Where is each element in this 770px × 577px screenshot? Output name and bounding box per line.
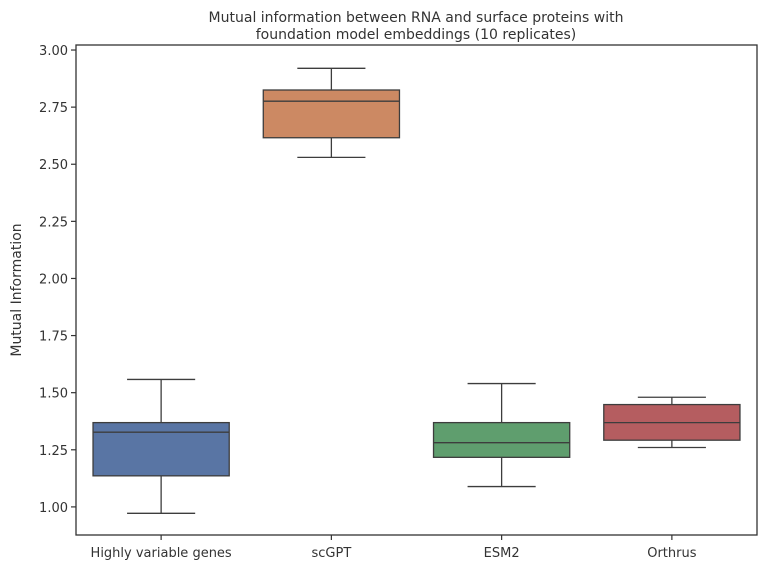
y-tick-label: 2.00 [39, 272, 68, 287]
plot-area: 1.00 1.25 1.50 1.75 2.00 2.25 2.50 2.75 3.00 High… [39, 44, 741, 561]
y-tick-label: 1.25 [39, 444, 68, 459]
x-tick-label: ESM2 [484, 546, 520, 561]
x-tick-label: scGPT [311, 546, 351, 561]
y-axis-label: Mutual Information [9, 223, 25, 356]
box [262, 89, 401, 139]
x-tick-label: Orthrus [647, 546, 696, 561]
y-tick-label: 1.75 [39, 330, 68, 345]
y-tick-label: 3.00 [39, 44, 68, 59]
y-tick-label: 1.50 [39, 387, 68, 402]
box [92, 421, 230, 477]
y-tick-label: 1.00 [39, 501, 68, 516]
x-tick-label: Highly variable genes [91, 546, 232, 561]
y-tick-label: 2.75 [39, 101, 68, 116]
box [432, 421, 571, 458]
chart-title-line-2: foundation model embeddings (10 replicat… [256, 27, 577, 43]
y-tick-label: 2.25 [39, 215, 68, 230]
chart-title-line-1: Mutual information between RNA and surfa… [209, 10, 624, 26]
plot-frame [75, 44, 758, 536]
y-tick-label: 2.50 [39, 158, 68, 173]
